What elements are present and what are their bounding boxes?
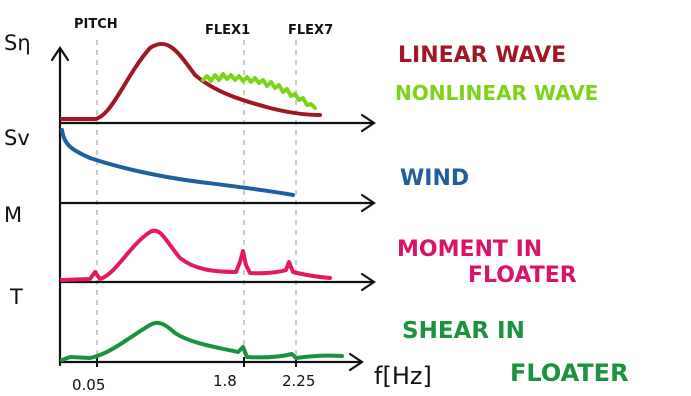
- baseline-wind-arrowhead: [360, 193, 376, 213]
- mode-markers: PITCH FLEX1 FLEX7: [74, 17, 333, 38]
- label-shear-line1: SHEAR IN: [402, 318, 525, 344]
- axis-labels: Sη Sv M T: [4, 31, 31, 309]
- shear-curve: [60, 320, 344, 362]
- tick-label-2.25: 2.25: [282, 372, 315, 390]
- marker-pitch: PITCH: [74, 17, 118, 32]
- label-shear-line2: FLOATER: [510, 359, 629, 387]
- axes: [50, 46, 376, 372]
- linear-wave-curve: [60, 41, 322, 121]
- label-t: T: [9, 285, 23, 309]
- baseline-shear-arrowhead: [348, 352, 364, 372]
- label-moment-line1: MOMENT IN: [397, 237, 542, 262]
- marker-flex1: FLEX1: [205, 23, 250, 38]
- curve-labels: LINEAR WAVE NONLINEAR WAVE WIND MOMENT I…: [395, 43, 629, 387]
- label-linear-wave: LINEAR WAVE: [398, 43, 566, 68]
- label-wind: WIND: [400, 166, 469, 191]
- label-s-eta: Sη: [4, 31, 31, 55]
- baseline-wave-arrowhead: [360, 113, 376, 133]
- label-s-v: Sv: [4, 126, 30, 150]
- marker-flex7: FLEX7: [288, 23, 333, 38]
- moment-curve: [60, 228, 332, 282]
- baseline-moment-arrowhead: [360, 272, 376, 292]
- label-m: M: [4, 203, 22, 227]
- x-tick-labels: 0.05 1.8 2.25: [72, 372, 315, 394]
- label-nonlinear-wave: NONLINEAR WAVE: [395, 81, 598, 105]
- y-axis-arrowhead: [50, 46, 70, 62]
- nonlinear-wave-curve: [201, 72, 317, 110]
- label-moment-line2: FLOATER: [468, 263, 577, 288]
- tick-label-1.8: 1.8: [213, 372, 237, 390]
- x-axis-unit: f[Hz]: [374, 362, 432, 390]
- wind-curve: [60, 128, 295, 197]
- tick-label-0.05: 0.05: [72, 376, 105, 394]
